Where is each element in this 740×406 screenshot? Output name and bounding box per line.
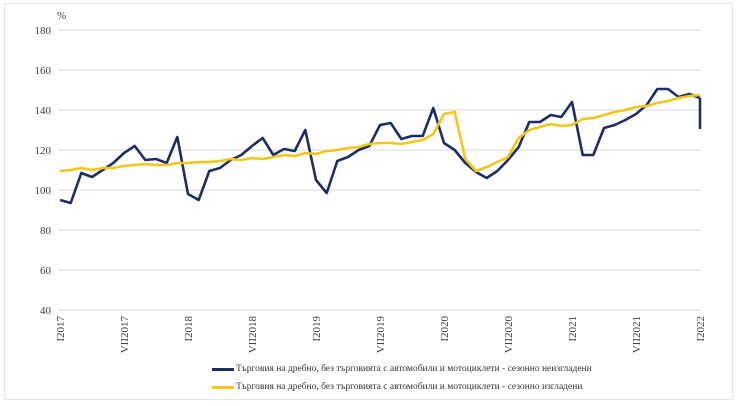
x-tick-label: I2017: [55, 316, 67, 342]
y-tick-label: 120: [35, 145, 52, 157]
y-tick-label: 140: [35, 105, 52, 117]
x-tick-label: VII2021: [631, 316, 643, 353]
x-tick-label: I2019: [311, 316, 323, 342]
y-tick-label: 40: [40, 305, 52, 317]
legend-label-adjusted: Търговия на дребно, без търговията с авт…: [236, 382, 583, 392]
y-axis-unit-label: %: [57, 10, 66, 22]
x-tick-label: VII2020: [503, 316, 515, 354]
chart-frame: [4, 3, 733, 400]
x-tick-label: VII2017: [119, 316, 131, 354]
y-tick-label: 100: [35, 185, 52, 197]
x-tick-label: I2018: [183, 316, 195, 342]
legend-swatch-navy: [212, 367, 234, 371]
y-tick-label: 160: [35, 65, 52, 77]
x-tick-label: VII2018: [247, 316, 259, 354]
legend: Търговия на дребно, без търговията с авт…: [212, 360, 592, 396]
x-tick-label: I2021: [567, 316, 579, 342]
legend-item-unadjusted: Търговия на дребно, без търговията с авт…: [212, 360, 592, 378]
y-tick-label: 80: [40, 225, 52, 237]
x-tick-label: I2022: [695, 316, 707, 342]
legend-item-adjusted: Търговия на дребно, без търговията с авт…: [212, 378, 592, 396]
x-tick-label: I2020: [439, 316, 451, 342]
y-tick-label: 180: [35, 25, 52, 37]
legend-label-unadjusted: Търговия на дребно, без търговията с авт…: [236, 364, 592, 374]
y-tick-label: 60: [40, 265, 52, 277]
x-tick-label: VII2019: [375, 316, 387, 354]
series-line-unadjusted: [59, 87, 701, 205]
legend-swatch-yellow: [212, 385, 234, 389]
